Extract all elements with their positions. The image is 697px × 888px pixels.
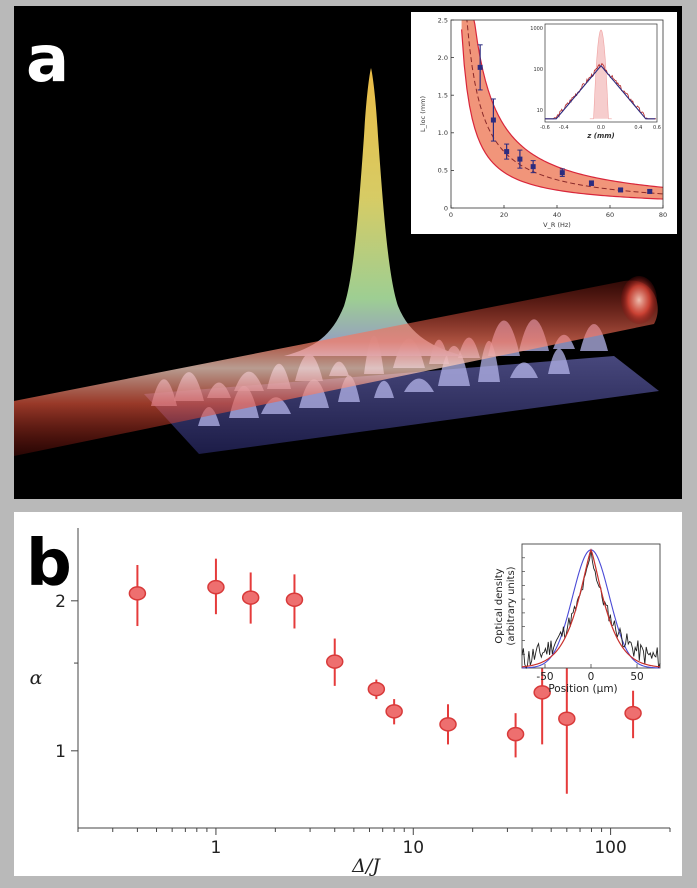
inset-a-ylabel: L_loc (mm) xyxy=(419,96,427,132)
inset-a-point xyxy=(588,180,594,186)
inset-a-xlabel: V_R (Hz) xyxy=(543,221,571,229)
inset-a-point xyxy=(559,170,565,176)
x-tick-label: 10 xyxy=(402,838,424,858)
panel-b-inset-chart: -50 0 50 Position (µm) Optical density (arbit… xyxy=(490,540,665,695)
data-point xyxy=(385,704,403,719)
y-tick-label: 1.5 xyxy=(438,92,448,100)
y-tick-label: 1 xyxy=(55,742,66,762)
inset-b-xlabel: Position (µm) xyxy=(548,683,617,695)
inset-a-point xyxy=(530,164,536,170)
beam-end xyxy=(621,276,657,324)
panel-a-label: a xyxy=(26,23,70,97)
data-point xyxy=(533,685,551,700)
floor-plane xyxy=(144,356,659,454)
y-tick-label: 0 xyxy=(444,204,448,212)
x-tick-label: 40 xyxy=(553,211,561,219)
panel-b-label: b xyxy=(26,527,72,601)
panel-a-inset-chart: 0 20 40 60 80 0 0.5 1.0 1.5 2.0 2.5 V_R (Hz) L_loc (… xyxy=(411,12,677,234)
data-point xyxy=(506,726,525,742)
data-point xyxy=(558,711,576,726)
y-tick-label: 2.0 xyxy=(438,54,448,62)
data-point xyxy=(325,654,344,669)
band-lower-curve xyxy=(461,29,663,200)
inset-x-tick-label: 50 xyxy=(630,671,643,683)
speckle-hill xyxy=(374,380,394,398)
data-point xyxy=(624,705,642,721)
x-axis-label: Δ/J xyxy=(351,855,381,876)
localization-3d-render xyxy=(14,68,659,456)
x-tick-label: 20 xyxy=(500,211,508,219)
inset-a-point xyxy=(477,64,483,70)
theory-curve xyxy=(466,20,663,195)
x-tick-label: 80 xyxy=(659,211,667,219)
sub-x-tick-label: 0.4 xyxy=(634,125,642,131)
speckle-hill xyxy=(548,348,570,374)
data-point xyxy=(367,681,386,697)
sub-inset-xlabel: z (mm) xyxy=(586,132,615,140)
data-point xyxy=(128,586,147,601)
sub-x-tick-label: -0.6 xyxy=(540,125,550,131)
x-tick-label: 1 xyxy=(211,838,222,858)
sub-inset-gaussian xyxy=(589,29,612,120)
panel-a-image: a 0 20 40 60 80 0 0.5 1.0 1.5 2.0 2.5 V_R (Hz) L_loc… xyxy=(14,6,682,499)
speckle-hill xyxy=(510,362,538,378)
inset-a-point xyxy=(490,117,496,123)
x-tick-label: 60 xyxy=(606,211,614,219)
inset-b-ylabel-line2: (arbitrary units) xyxy=(506,566,517,645)
x-tick-label: 100 xyxy=(594,838,626,858)
y-tick-label: 1.0 xyxy=(438,129,448,137)
y-tick-label: 2.5 xyxy=(438,16,448,24)
speckle-hill xyxy=(404,378,434,392)
data-point xyxy=(207,579,225,595)
y-axis-label: α xyxy=(30,667,43,689)
sub-y-tick-label: 1000 xyxy=(530,26,543,32)
inset-a-point xyxy=(517,156,523,162)
y-tick-label: 0.5 xyxy=(438,167,448,175)
y-tick-label: 2 xyxy=(55,592,66,612)
panel-b-chart: 1 10 100 1 2 Δ/J α b -50 0 50 Position (µm) Optica… xyxy=(14,512,682,876)
laser-beam xyxy=(14,280,658,456)
sub-inset-fit xyxy=(545,64,656,120)
data-point xyxy=(241,590,260,605)
data-point xyxy=(439,717,457,732)
inset-b-ylabel-line1: Optical density xyxy=(494,568,505,643)
sub-y-tick-label: 10 xyxy=(537,108,543,114)
data-point xyxy=(285,592,304,607)
inset-b-frame xyxy=(521,543,661,669)
sub-y-tick-label: 100 xyxy=(533,67,543,73)
inset-x-tick-label: -50 xyxy=(536,671,553,683)
inset-a-point xyxy=(504,149,510,155)
inset-a-point xyxy=(618,187,624,193)
sub-x-tick-label: -0.4 xyxy=(559,125,569,131)
theory-band xyxy=(461,20,663,200)
x-tick-label: 0 xyxy=(449,211,453,219)
sub-x-tick-label: 0.0 xyxy=(597,125,605,131)
inset-a-point xyxy=(647,188,653,194)
sub-x-tick-label: 0.6 xyxy=(653,125,661,131)
localized-peak xyxy=(284,68,464,356)
exponential-fit-curve xyxy=(521,548,661,668)
inset-x-tick-label: 0 xyxy=(588,671,595,683)
